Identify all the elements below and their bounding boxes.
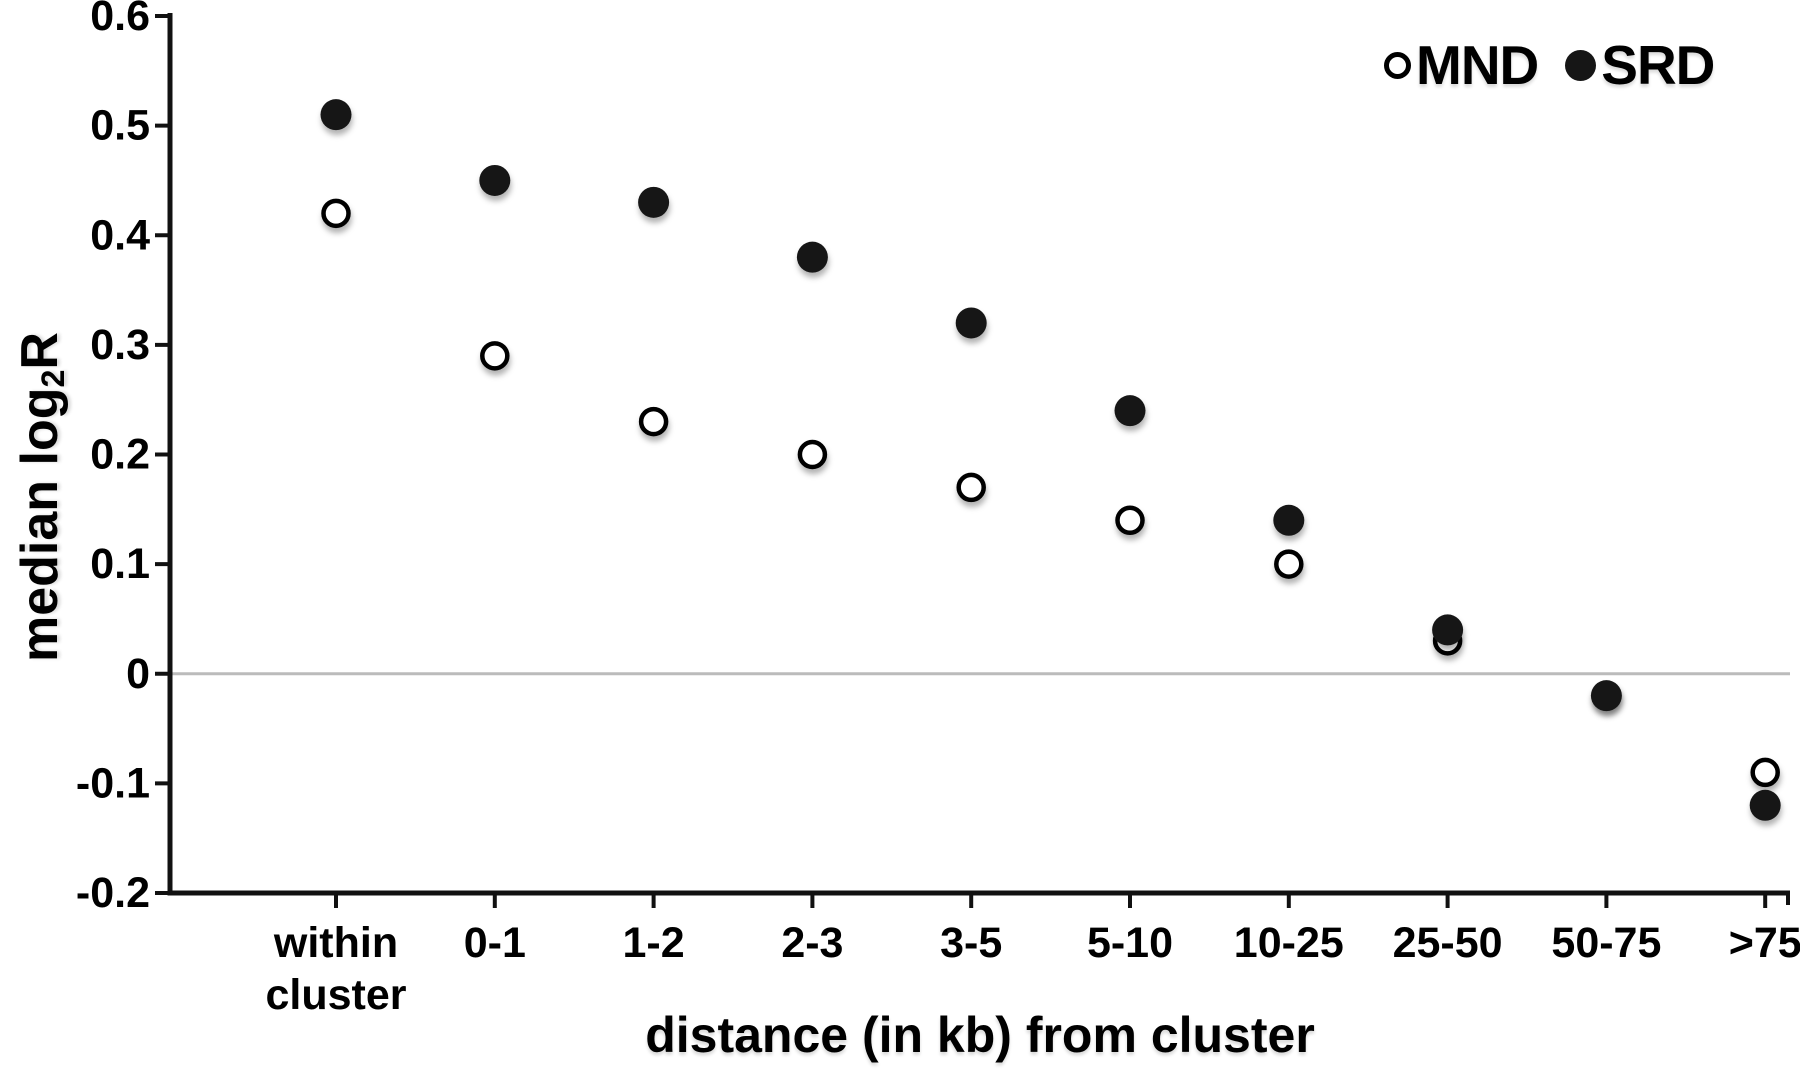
x-tick-label: cluster: [265, 971, 406, 1019]
x-tick-label: 50-75: [1551, 919, 1661, 967]
data-point-mnd: [1115, 505, 1145, 536]
legend-label-srd: SRD: [1601, 34, 1715, 96]
y-tick-label: 0.1: [90, 540, 150, 588]
y-tick-label: 0: [126, 650, 150, 698]
data-point-mnd: [956, 472, 986, 503]
x-tick-label: 25-50: [1393, 919, 1503, 967]
open-circle-icon: [1384, 51, 1411, 79]
x-tick-label: 1-2: [623, 919, 685, 967]
y-tick-label: 0.6: [90, 0, 150, 40]
y-tick-label: -0.2: [76, 869, 150, 917]
data-point-srd: [1114, 395, 1146, 427]
data-point-srd: [479, 164, 511, 196]
y-axis-title-suffix: R: [11, 332, 69, 370]
data-point-mnd: [797, 439, 828, 470]
x-tick-label: 0-1: [464, 919, 526, 967]
y-axis-title-subscript: 2: [35, 369, 72, 388]
legend-item-mnd: MND: [1384, 33, 1539, 97]
data-point-mnd: [480, 341, 510, 371]
data-point-mnd: [638, 406, 669, 437]
data-point-mnd: [321, 198, 351, 229]
y-axis-title: median log2R: [10, 332, 72, 662]
y-tick-label: 0.4: [90, 211, 150, 259]
y-tick-label: 0.5: [90, 102, 150, 150]
data-point-srd: [1273, 504, 1305, 536]
data-point-mnd: [1750, 757, 1780, 788]
data-point-mnd: [1274, 549, 1304, 579]
x-tick-label: 10-25: [1234, 919, 1344, 967]
data-point-srd: [1590, 680, 1622, 712]
y-tick-label: -0.1: [76, 759, 150, 807]
data-point-srd: [320, 99, 352, 131]
x-tick-label: 2-3: [781, 919, 843, 967]
y-tick-label: 0.2: [90, 431, 150, 479]
legend-item-srd: SRD: [1565, 33, 1715, 97]
data-point-srd: [638, 186, 670, 218]
data-point-srd: [796, 241, 828, 273]
x-tick-label: 3-5: [940, 919, 1002, 967]
y-axis-title-prefix: median log: [11, 387, 69, 662]
x-tick-label: 5-10: [1087, 919, 1173, 967]
data-point-srd: [955, 307, 987, 339]
x-tick-label: >75: [1729, 919, 1800, 967]
legend: MND SRD: [1384, 33, 1715, 97]
data-point-srd: [1749, 789, 1781, 821]
x-tick-label: within: [273, 919, 398, 967]
legend-label-mnd: MND: [1416, 34, 1539, 96]
filled-circle-icon: [1565, 49, 1597, 81]
x-axis-title: distance (in kb) from cluster: [645, 1007, 1315, 1063]
y-tick-label: 0.3: [90, 321, 150, 369]
data-point-srd: [1432, 614, 1464, 646]
